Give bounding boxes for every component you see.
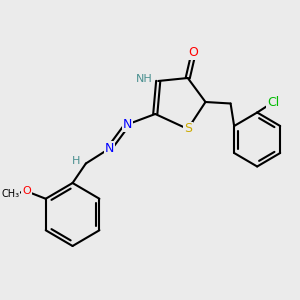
Text: Cl: Cl [267, 95, 280, 109]
Text: H: H [72, 155, 80, 166]
Text: CH₃: CH₃ [1, 189, 19, 199]
Text: N: N [105, 142, 114, 155]
Text: NH: NH [136, 74, 153, 85]
Text: N: N [122, 118, 132, 131]
Text: O: O [189, 46, 199, 59]
Text: O: O [22, 186, 31, 196]
Text: S: S [184, 122, 192, 136]
